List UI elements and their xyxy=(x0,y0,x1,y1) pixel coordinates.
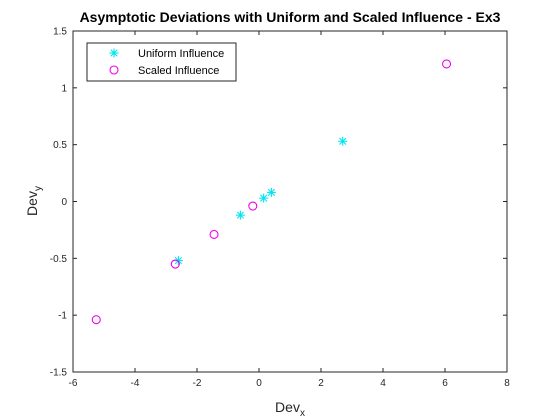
x-tick-label: 8 xyxy=(504,378,510,389)
x-tick-label: 6 xyxy=(442,378,448,389)
y-tick-label: -1.5 xyxy=(50,368,68,379)
scaled-influence-point xyxy=(248,201,258,211)
x-tick-label: -6 xyxy=(69,378,78,389)
asterisk-stroke xyxy=(110,49,118,57)
asterisk-stroke xyxy=(267,188,276,197)
scaled-influence-point xyxy=(209,229,219,240)
y-tick-label: 1.5 xyxy=(53,27,67,38)
x-tick-label: 4 xyxy=(380,378,386,389)
y-tick-label: 0 xyxy=(61,197,67,208)
y-axis-label: Devy xyxy=(24,186,44,216)
uniform-influence-point xyxy=(266,187,276,197)
legend-marker-scaled xyxy=(109,65,119,75)
x-tick-label: -4 xyxy=(131,378,140,389)
uniform-influence-point xyxy=(173,256,183,266)
legend-label-uniform: Uniform Influence xyxy=(138,48,224,60)
asterisk-stroke xyxy=(236,211,245,219)
data-markers xyxy=(91,59,452,325)
legend-marker-uniform xyxy=(109,48,119,58)
uniform-influence-point xyxy=(259,193,269,203)
scaled-influence-point xyxy=(91,315,101,325)
y-tick-label: 1 xyxy=(61,83,67,94)
x-tick-label: 0 xyxy=(256,378,262,389)
legend-box xyxy=(86,42,237,82)
x-axis-label: Devx xyxy=(275,399,305,419)
axes-box xyxy=(72,30,508,373)
legend-label-scaled: Scaled Influence xyxy=(138,65,219,77)
asterisk-stroke xyxy=(174,256,183,265)
legend-circle-symbol xyxy=(109,65,119,75)
axis-ticks: -6 -4 -2 0 2 4 6 8 -1.5 -1 -0.5 0 0.5 1 1.5 xyxy=(50,27,510,390)
scaled-influence-point xyxy=(170,259,180,269)
uniform-influence-point xyxy=(235,210,245,220)
x-tick-label: 2 xyxy=(318,378,324,389)
legend: Uniform Influence Scaled Influence xyxy=(86,42,237,82)
y-tick-label: 0.5 xyxy=(53,140,67,151)
y-tick-label: -0.5 xyxy=(50,254,68,265)
chart-title: Asymptotic Deviations with Uniform and S… xyxy=(80,9,501,25)
y-tick-label: -1 xyxy=(58,311,67,322)
uniform-influence-point xyxy=(338,136,348,146)
asterisk-stroke xyxy=(260,194,268,202)
scaled-influence-point xyxy=(441,59,452,69)
legend-asterisk-symbol xyxy=(109,48,119,58)
x-tick-label: -2 xyxy=(193,378,202,389)
asterisk-stroke xyxy=(339,137,347,145)
